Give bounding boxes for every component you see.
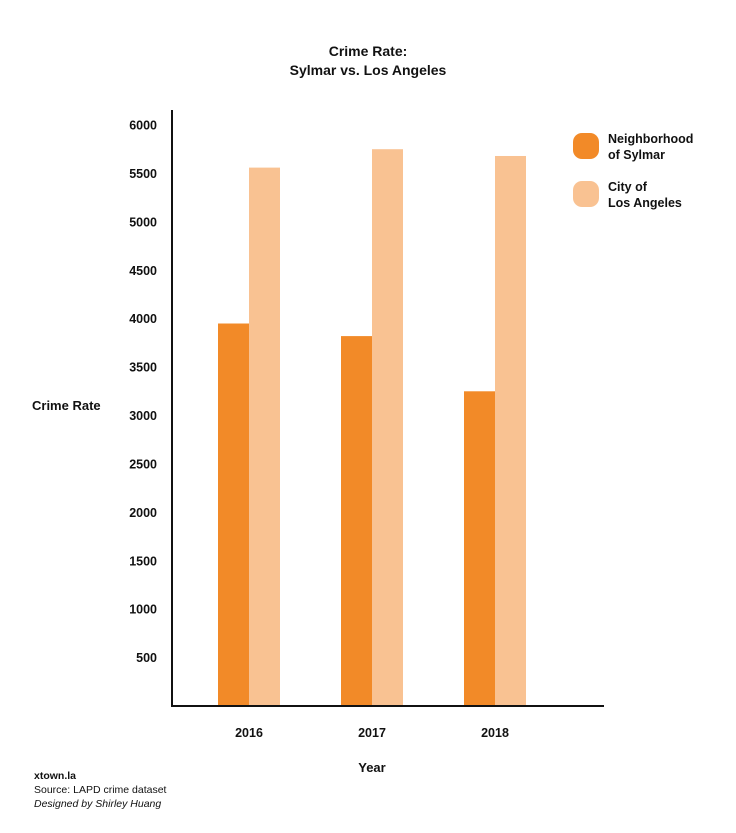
legend-item-sylmar: Neighborhood of Sylmar — [573, 131, 718, 163]
bars-group — [218, 149, 526, 707]
chart-title-line-2: Sylmar vs. Los Angeles — [289, 62, 447, 78]
chart-title: Crime Rate: Sylmar vs. Los Angeles — [0, 42, 736, 80]
bar-los-angeles-2018 — [495, 155, 526, 706]
y-tick-label-5500: 5500 — [129, 167, 157, 181]
y-tick-label-2000: 2000 — [129, 506, 157, 520]
bar-los-angeles-2016 — [249, 167, 280, 706]
x-tick-labels: 2016 2017 2018 — [235, 726, 509, 740]
chart-title-line-1: Crime Rate: — [328, 43, 408, 59]
y-tick-label-4500: 4500 — [129, 264, 157, 278]
credits: xtown.la Source: LAPD crime dataset Desi… — [34, 769, 166, 811]
credits-site: xtown.la — [34, 770, 77, 782]
bar-los-angeles-2017 — [372, 149, 403, 707]
bar-sylmar-2018 — [464, 391, 495, 706]
y-tick-label-1000: 1000 — [129, 603, 157, 617]
credits-designer: Designed by Shirley Huang — [34, 798, 162, 810]
y-tick-label-3000: 3000 — [129, 409, 157, 423]
legend-swatch-los-angeles — [573, 181, 599, 207]
y-tick-label-2500: 2500 — [129, 457, 157, 471]
y-tick-label-500: 500 — [136, 651, 157, 665]
x-tick-label-2018: 2018 — [481, 726, 509, 740]
y-tick-label-5000: 5000 — [129, 215, 157, 229]
legend: Neighborhood of Sylmar City of Los Angel… — [573, 131, 718, 227]
legend-label-sylmar: Neighborhood of Sylmar — [608, 132, 694, 162]
bar-sylmar-2017 — [341, 336, 372, 706]
legend-item-los-angeles: City of Los Angeles — [573, 179, 718, 211]
y-tick-label-3500: 3500 — [129, 361, 157, 375]
legend-swatch-sylmar — [573, 133, 599, 159]
x-tick-label-2016: 2016 — [235, 726, 263, 740]
y-tick-labels: 500 1000 1500 2000 2500 3000 3500 4000 4500 5000 5… — [129, 119, 157, 666]
bar-sylmar-2016 — [218, 323, 249, 706]
credits-source: Source: LAPD crime dataset — [34, 784, 167, 796]
y-tick-label-1500: 1500 — [129, 554, 157, 568]
legend-label-los-angeles: City of Los Angeles — [608, 180, 682, 210]
x-axis-title: Year — [358, 760, 385, 775]
x-tick-label-2017: 2017 — [358, 726, 386, 740]
y-axis-title: Crime Rate — [32, 398, 101, 413]
y-tick-label-4000: 4000 — [129, 312, 157, 326]
y-tick-label-6000: 6000 — [129, 119, 157, 133]
